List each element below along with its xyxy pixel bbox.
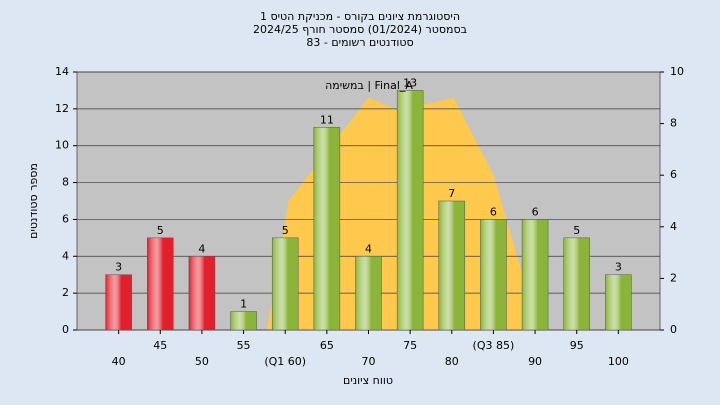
- bar: [230, 311, 257, 331]
- bar: [355, 256, 382, 331]
- x-axis-label: טווח ציונים: [343, 374, 393, 387]
- data-label: 4: [198, 242, 205, 255]
- x-tick-label: 65: [320, 339, 334, 352]
- x-tick-label: 80: [445, 355, 459, 368]
- y-tick-label: 8: [62, 176, 69, 189]
- bar: [563, 237, 590, 331]
- x-tick-label: 50: [195, 355, 209, 368]
- bar: [480, 219, 507, 331]
- data-label: 1: [240, 298, 247, 311]
- data-label: 5: [573, 224, 580, 237]
- y2-tick-label: 10: [670, 65, 684, 78]
- y-tick-label: 2: [62, 286, 69, 299]
- y2-tick-label: 8: [670, 117, 677, 130]
- data-label: 5: [157, 224, 164, 237]
- y-tick-label: 6: [62, 212, 69, 225]
- data-label: 3: [615, 261, 622, 274]
- y-tick-label: 14: [55, 65, 69, 78]
- x-tick-label: 40: [112, 355, 126, 368]
- y-axis-label: מספר סטודנטים: [27, 163, 40, 239]
- y2-tick-label: 6: [670, 168, 677, 181]
- bar: [438, 200, 466, 331]
- data-label: 3: [115, 261, 122, 274]
- data-label: 7: [448, 187, 455, 200]
- x-tick-label: 75: [403, 339, 417, 352]
- chart-subtitle: בסמסטר (01/2024) סמסטר חורף 2024/25: [253, 23, 467, 36]
- bar: [271, 237, 299, 331]
- bar: [313, 127, 341, 331]
- y2-tick-label: 0: [670, 323, 677, 336]
- x-tick-label: 95: [570, 339, 584, 352]
- x-tick-label: (Q3 85): [473, 339, 515, 352]
- bar: [105, 274, 132, 331]
- x-tick-label: 90: [528, 355, 542, 368]
- x-tick-label: 45: [153, 339, 167, 352]
- bar: [188, 256, 216, 331]
- data-label: 5: [282, 224, 289, 237]
- y2-tick-label: 4: [670, 220, 677, 233]
- data-label: 4: [365, 242, 372, 255]
- bar: [605, 274, 632, 331]
- data-label: 6: [490, 205, 497, 218]
- annotation: במשימה | Final_A: [325, 79, 413, 92]
- y2-tick-label: 2: [670, 271, 677, 284]
- chart-title: היסטוגרמת ציונים בקורס - מכניקת הטיס 1: [260, 10, 460, 23]
- x-tick-label: 55: [237, 339, 251, 352]
- x-tick-label: 100: [608, 355, 629, 368]
- y-tick-label: 10: [55, 139, 69, 152]
- data-label: 6: [532, 205, 539, 218]
- data-label: 13: [403, 76, 417, 89]
- y-tick-label: 0: [62, 323, 69, 336]
- x-tick-label: (Q1 60): [264, 355, 306, 368]
- y-tick-label: 12: [55, 102, 69, 115]
- chart-subtitle: סטודנטים רשומים - 83: [306, 36, 413, 49]
- data-label: 11: [320, 113, 334, 126]
- bar: [147, 237, 174, 331]
- bar: [521, 219, 549, 331]
- bar: [396, 90, 424, 331]
- x-tick-label: 70: [362, 355, 376, 368]
- y-tick-label: 4: [62, 249, 69, 262]
